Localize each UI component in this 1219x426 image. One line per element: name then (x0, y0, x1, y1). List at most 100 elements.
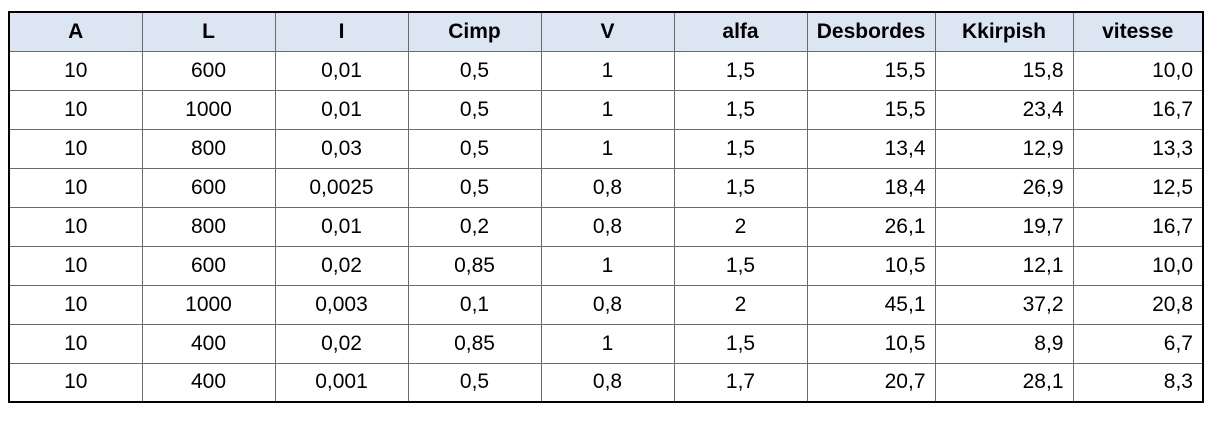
cell-alfa[interactable]: 2 (673, 284, 808, 325)
cell-i[interactable]: 0,01 (274, 206, 409, 247)
cell-a[interactable]: 10 (8, 284, 143, 325)
cell-alfa[interactable]: 1,5 (673, 323, 808, 364)
cell-kkirpish[interactable]: 15,8 (934, 50, 1074, 91)
cell-v[interactable]: 1 (540, 323, 675, 364)
cell-v[interactable]: 1 (540, 50, 675, 91)
header-cell-i: I (274, 11, 409, 52)
cell-kkirpish[interactable]: 12,1 (934, 245, 1074, 286)
header-cell-cimp: Cimp (407, 11, 542, 52)
cell-v[interactable]: 0,8 (540, 167, 675, 208)
cell-i[interactable]: 0,02 (274, 323, 409, 364)
cell-l[interactable]: 600 (141, 50, 276, 91)
cell-l[interactable]: 400 (141, 362, 276, 403)
cell-desbordes[interactable]: 18,4 (806, 167, 936, 208)
cell-cimp[interactable]: 0,85 (407, 245, 542, 286)
table-row: 10 800 0,03 0,5 1 1,5 13,4 12,9 13,3 (8, 128, 1204, 169)
header-cell-a: A (8, 11, 143, 52)
cell-v[interactable]: 1 (540, 128, 675, 169)
cell-a[interactable]: 10 (8, 245, 143, 286)
cell-vitesse[interactable]: 10,0 (1072, 245, 1204, 286)
cell-desbordes[interactable]: 15,5 (806, 50, 936, 91)
cell-desbordes[interactable]: 15,5 (806, 89, 936, 130)
cell-desbordes[interactable]: 10,5 (806, 245, 936, 286)
cell-v[interactable]: 0,8 (540, 206, 675, 247)
cell-v[interactable]: 1 (540, 245, 675, 286)
table-row: 10 600 0,02 0,85 1 1,5 10,5 12,1 10,0 (8, 245, 1204, 286)
cell-vitesse[interactable]: 10,0 (1072, 50, 1204, 91)
cell-i[interactable]: 0,001 (274, 362, 409, 403)
cell-kkirpish[interactable]: 28,1 (934, 362, 1074, 403)
header-cell-v: V (540, 11, 675, 52)
table-row: 10 1000 0,01 0,5 1 1,5 15,5 23,4 16,7 (8, 89, 1204, 130)
cell-i[interactable]: 0,003 (274, 284, 409, 325)
cell-cimp[interactable]: 0,85 (407, 323, 542, 364)
cell-a[interactable]: 10 (8, 167, 143, 208)
cell-desbordes[interactable]: 10,5 (806, 323, 936, 364)
cell-i[interactable]: 0,02 (274, 245, 409, 286)
table-row: 10 600 0,0025 0,5 0,8 1,5 18,4 26,9 12,5 (8, 167, 1204, 208)
cell-kkirpish[interactable]: 23,4 (934, 89, 1074, 130)
cell-kkirpish[interactable]: 12,9 (934, 128, 1074, 169)
header-cell-alfa: alfa (673, 11, 808, 52)
cell-desbordes[interactable]: 26,1 (806, 206, 936, 247)
header-row: A L I Cimp V alfa Desbordes Kkirpish vit… (8, 11, 1204, 52)
cell-alfa[interactable]: 1,5 (673, 50, 808, 91)
cell-i[interactable]: 0,01 (274, 89, 409, 130)
cell-a[interactable]: 10 (8, 323, 143, 364)
cell-vitesse[interactable]: 8,3 (1072, 362, 1204, 403)
cell-l[interactable]: 600 (141, 245, 276, 286)
cell-i[interactable]: 0,03 (274, 128, 409, 169)
cell-vitesse[interactable]: 16,7 (1072, 206, 1204, 247)
cell-a[interactable]: 10 (8, 206, 143, 247)
cell-l[interactable]: 800 (141, 128, 276, 169)
cell-a[interactable]: 10 (8, 50, 143, 91)
cell-cimp[interactable]: 0,5 (407, 89, 542, 130)
cell-a[interactable]: 10 (8, 362, 143, 403)
cell-desbordes[interactable]: 13,4 (806, 128, 936, 169)
cell-alfa[interactable]: 1,5 (673, 89, 808, 130)
table-row: 10 1000 0,003 0,1 0,8 2 45,1 37,2 20,8 (8, 284, 1204, 325)
cell-vitesse[interactable]: 12,5 (1072, 167, 1204, 208)
cell-kkirpish[interactable]: 26,9 (934, 167, 1074, 208)
cell-cimp[interactable]: 0,2 (407, 206, 542, 247)
cell-l[interactable]: 1000 (141, 284, 276, 325)
table-row: 10 600 0,01 0,5 1 1,5 15,5 15,8 10,0 (8, 50, 1204, 91)
cell-i[interactable]: 0,01 (274, 50, 409, 91)
header-cell-kkirpish: Kkirpish (934, 11, 1074, 52)
cell-alfa[interactable]: 1,7 (673, 362, 808, 403)
cell-alfa[interactable]: 1,5 (673, 245, 808, 286)
cell-vitesse[interactable]: 13,3 (1072, 128, 1204, 169)
cell-alfa[interactable]: 1,5 (673, 167, 808, 208)
table-header: A L I Cimp V alfa Desbordes Kkirpish vit… (8, 11, 1204, 52)
cell-l[interactable]: 800 (141, 206, 276, 247)
cell-alfa[interactable]: 2 (673, 206, 808, 247)
spreadsheet-area: A L I Cimp V alfa Desbordes Kkirpish vit… (8, 11, 1204, 403)
cell-cimp[interactable]: 0,5 (407, 50, 542, 91)
table-row: 10 400 0,02 0,85 1 1,5 10,5 8,9 6,7 (8, 323, 1204, 364)
cell-l[interactable]: 600 (141, 167, 276, 208)
cell-i[interactable]: 0,0025 (274, 167, 409, 208)
cell-v[interactable]: 0,8 (540, 362, 675, 403)
cell-a[interactable]: 10 (8, 128, 143, 169)
cell-vitesse[interactable]: 20,8 (1072, 284, 1204, 325)
data-table: A L I Cimp V alfa Desbordes Kkirpish vit… (8, 11, 1204, 403)
header-cell-desbordes: Desbordes (806, 11, 936, 52)
cell-cimp[interactable]: 0,5 (407, 167, 542, 208)
cell-kkirpish[interactable]: 37,2 (934, 284, 1074, 325)
cell-kkirpish[interactable]: 19,7 (934, 206, 1074, 247)
cell-desbordes[interactable]: 45,1 (806, 284, 936, 325)
cell-alfa[interactable]: 1,5 (673, 128, 808, 169)
cell-vitesse[interactable]: 16,7 (1072, 89, 1204, 130)
cell-cimp[interactable]: 0,1 (407, 284, 542, 325)
cell-cimp[interactable]: 0,5 (407, 362, 542, 403)
cell-kkirpish[interactable]: 8,9 (934, 323, 1074, 364)
cell-desbordes[interactable]: 20,7 (806, 362, 936, 403)
cell-a[interactable]: 10 (8, 89, 143, 130)
cell-l[interactable]: 400 (141, 323, 276, 364)
cell-cimp[interactable]: 0,5 (407, 128, 542, 169)
cell-v[interactable]: 1 (540, 89, 675, 130)
cell-l[interactable]: 1000 (141, 89, 276, 130)
cell-vitesse[interactable]: 6,7 (1072, 323, 1204, 364)
table-body: 10 600 0,01 0,5 1 1,5 15,5 15,8 10,0 10 1000 0,01 0,… (8, 50, 1204, 403)
cell-v[interactable]: 0,8 (540, 284, 675, 325)
